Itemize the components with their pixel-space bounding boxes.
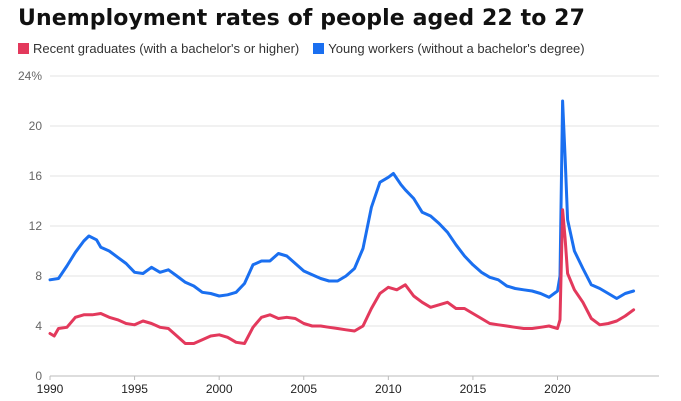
- x-tick-label: 2000: [206, 382, 233, 396]
- chart-legend: Recent graduates (with a bachelor's or h…: [18, 41, 599, 56]
- y-tick-label: 0: [35, 369, 42, 383]
- legend-swatch-young-workers: [313, 43, 325, 54]
- series-lines: [48, 99, 636, 345]
- y-tick-label: 4: [35, 319, 42, 333]
- y-tick-label: 20: [29, 119, 43, 133]
- series-line-recent-graduates: [48, 208, 636, 345]
- y-tick-label: 16: [29, 169, 43, 183]
- chart-title: Unemployment rates of people aged 22 to …: [18, 6, 585, 31]
- y-tick-label: 24%: [18, 69, 42, 83]
- legend-swatch-recent-graduates: [18, 43, 29, 54]
- legend-label-young-workers: Young workers (without a bachelor's degr…: [328, 41, 585, 56]
- x-tick-label: 2020: [544, 382, 571, 396]
- y-tick-label: 8: [35, 269, 42, 283]
- y-tick-label: 12: [29, 219, 43, 233]
- y-axis-ticks: 0 4 8 12 16 20 24%: [18, 69, 42, 383]
- gridlines: [50, 75, 659, 377]
- legend-item-young-workers: Young workers (without a bachelor's degr…: [313, 41, 585, 56]
- series-line-young-workers: [48, 99, 636, 300]
- legend-item-recent-graduates: Recent graduates (with a bachelor's or h…: [18, 41, 299, 56]
- x-tick-label: 2005: [290, 382, 317, 396]
- x-tick-label: 2015: [460, 382, 487, 396]
- x-tick-label: 2010: [375, 382, 402, 396]
- x-axis-ticks: 1990 1995 2000 2005 2010 2015 2020: [37, 376, 571, 396]
- x-tick-label: 1995: [121, 382, 148, 396]
- legend-label-recent-graduates: Recent graduates (with a bachelor's or h…: [33, 41, 300, 56]
- x-tick-label: 1990: [37, 382, 64, 396]
